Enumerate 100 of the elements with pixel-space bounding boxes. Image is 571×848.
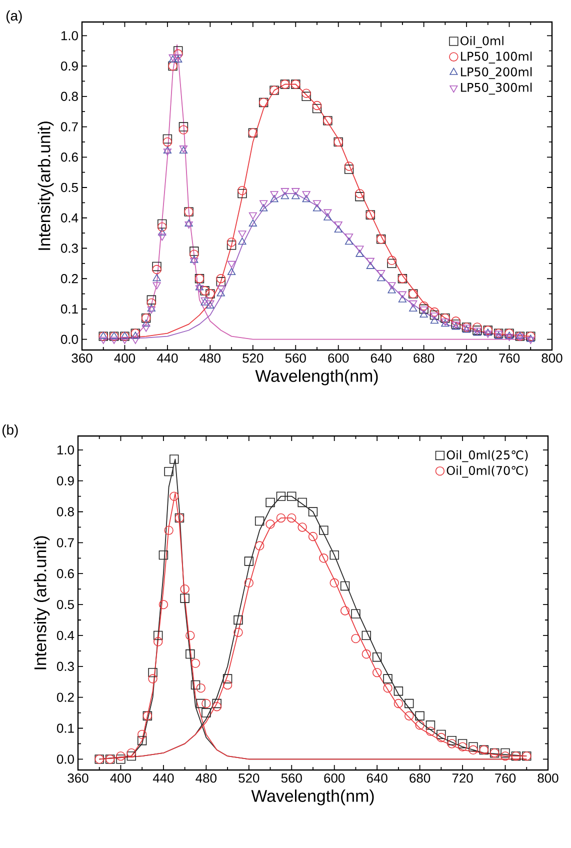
point	[158, 234, 166, 241]
point	[468, 742, 478, 752]
point	[426, 720, 436, 730]
point	[170, 454, 179, 464]
point	[362, 649, 372, 659]
y-tick-label: 0.9	[56, 476, 74, 486]
point	[298, 498, 307, 508]
point	[430, 312, 439, 320]
point	[472, 322, 482, 332]
point	[212, 698, 222, 708]
x-tick-label: 360	[68, 774, 88, 783]
point	[430, 310, 440, 320]
x-tick-label: 680	[414, 354, 434, 363]
point	[312, 200, 322, 208]
point	[202, 698, 211, 708]
point	[152, 282, 161, 290]
y-tick-label: 0.0	[56, 754, 74, 764]
point	[142, 324, 150, 332]
point	[292, 192, 300, 200]
point	[298, 522, 307, 532]
x-tick-label: 400	[114, 354, 136, 363]
point	[340, 606, 350, 616]
point	[500, 751, 510, 761]
point	[216, 274, 226, 284]
point	[334, 221, 342, 229]
point	[319, 526, 328, 535]
point	[419, 304, 428, 314]
point	[324, 213, 332, 220]
point	[170, 492, 179, 501]
x-tick-label: 720	[456, 354, 477, 363]
point	[430, 316, 439, 324]
point	[190, 250, 199, 259]
point	[355, 188, 364, 198]
y-tick-label: 0.6	[60, 152, 78, 162]
x-tick-label: 360	[72, 354, 92, 363]
point	[398, 291, 406, 298]
point	[280, 188, 289, 196]
x-tick-label: 480	[196, 774, 216, 783]
point	[162, 134, 172, 144]
y-axis-title: Intensity (arb.unit)	[34, 536, 50, 670]
point	[362, 630, 372, 640]
point	[148, 674, 158, 684]
point	[158, 600, 168, 610]
point	[383, 674, 392, 684]
point	[388, 286, 396, 294]
point	[266, 498, 275, 508]
point	[162, 137, 172, 147]
point	[430, 307, 440, 317]
point	[142, 320, 150, 327]
point	[419, 301, 428, 311]
point	[180, 594, 190, 603]
point	[345, 234, 354, 241]
point	[222, 680, 232, 690]
point	[355, 192, 364, 202]
point	[292, 188, 300, 196]
y-tick-label: 0.3	[56, 662, 74, 671]
point	[186, 649, 195, 659]
x-tick-label: 800	[538, 774, 558, 783]
point	[312, 204, 322, 212]
point	[158, 228, 166, 236]
y-tick-label: 0.6	[56, 569, 74, 578]
point	[351, 609, 360, 618]
point	[366, 258, 374, 265]
point	[244, 556, 254, 566]
x-tick-label: 720	[452, 774, 473, 783]
point	[458, 739, 468, 748]
point	[409, 300, 418, 308]
point	[228, 268, 236, 276]
point	[420, 310, 428, 318]
point	[164, 526, 174, 535]
x-tick-label: 600	[324, 774, 345, 783]
point	[324, 209, 332, 216]
x-tick-label: 560	[281, 774, 302, 783]
point	[500, 748, 510, 758]
point	[238, 230, 246, 238]
legend-label: Oil_0ml(70℃)	[446, 466, 528, 478]
point	[330, 578, 339, 588]
point	[234, 615, 243, 625]
point	[372, 652, 382, 662]
point	[244, 578, 254, 588]
point	[312, 104, 322, 114]
point	[152, 274, 161, 282]
point	[131, 332, 140, 339]
point	[276, 492, 286, 501]
point	[110, 336, 118, 344]
point	[178, 125, 188, 134]
point	[351, 634, 360, 644]
point	[344, 164, 354, 174]
x-tick-label: 520	[242, 354, 264, 363]
y-tick-label: 1.0	[57, 445, 74, 454]
y-tick-label: 0.5	[60, 182, 78, 192]
point	[212, 702, 222, 712]
point	[388, 282, 396, 290]
point	[377, 274, 386, 282]
y-tick-label: 1.0	[61, 31, 78, 40]
point	[287, 492, 296, 501]
point	[330, 550, 339, 560]
y-tick-label: 0.1	[56, 724, 74, 733]
point	[186, 630, 195, 640]
point	[334, 225, 342, 233]
